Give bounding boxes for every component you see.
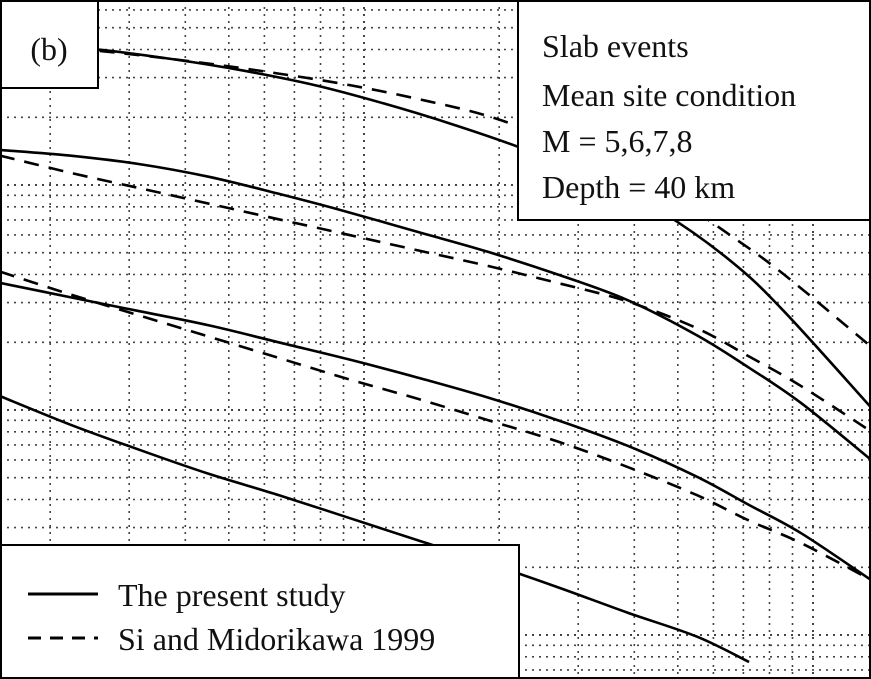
- condition-magnitudes: M = 5,6,7,8: [542, 123, 693, 159]
- legend-label-si-midorikawa: Si and Midorikawa 1999: [118, 621, 435, 657]
- series-dashed-5: [0, 154, 871, 433]
- condition-event-type: Slab events: [542, 28, 689, 64]
- panel-label: (b): [30, 31, 67, 67]
- series-group: [0, 41, 871, 664]
- legend: The present study Si and Midorikawa 1999: [0, 544, 520, 679]
- conditions-box: Slab events Mean site condition M = 5,6,…: [517, 0, 871, 221]
- legend-label-present-study: The present study: [118, 577, 346, 613]
- series-solid-3: [0, 394, 750, 664]
- series-solid-1: [0, 148, 871, 461]
- series-dashed-6: [0, 270, 871, 582]
- series-solid-2: [0, 281, 871, 582]
- condition-site: Mean site condition: [542, 77, 796, 113]
- condition-depth: Depth = 40 km: [542, 169, 735, 205]
- panel-label-box: (b): [0, 0, 99, 89]
- series-dashed-4: [0, 41, 871, 348]
